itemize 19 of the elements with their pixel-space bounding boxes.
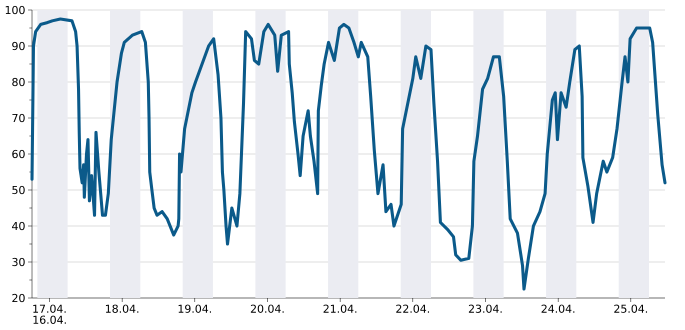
- x-tick-label: 22.04.: [396, 304, 430, 313]
- y-tick-label: 20: [12, 294, 25, 302]
- y-tick-label: 70: [12, 114, 25, 122]
- x-tick-label: 19.04.: [178, 304, 212, 313]
- y-tick-label: 40: [12, 222, 25, 230]
- x-tick-label: 18.04.: [106, 304, 138, 313]
- y-tick-label: 100: [6, 6, 25, 14]
- x-tick-label: 17.04.: [33, 304, 66, 313]
- text: 16.04.: [33, 316, 66, 324]
- y-tick-label: 50: [12, 186, 25, 194]
- y-tick-label: 60: [12, 150, 25, 158]
- x-tick-label: 24.04.: [542, 304, 574, 313]
- y-tick-label: 80: [12, 78, 25, 86]
- x-tick-label: 21.04.: [324, 304, 356, 313]
- x-tick-label: 23.04.: [468, 304, 502, 313]
- y-tick-label: 30: [12, 258, 25, 266]
- x-tick-label: 25.04.: [614, 304, 648, 313]
- y-tick-label: 90: [12, 42, 25, 50]
- x-tick-label: 20.04.: [250, 304, 284, 313]
